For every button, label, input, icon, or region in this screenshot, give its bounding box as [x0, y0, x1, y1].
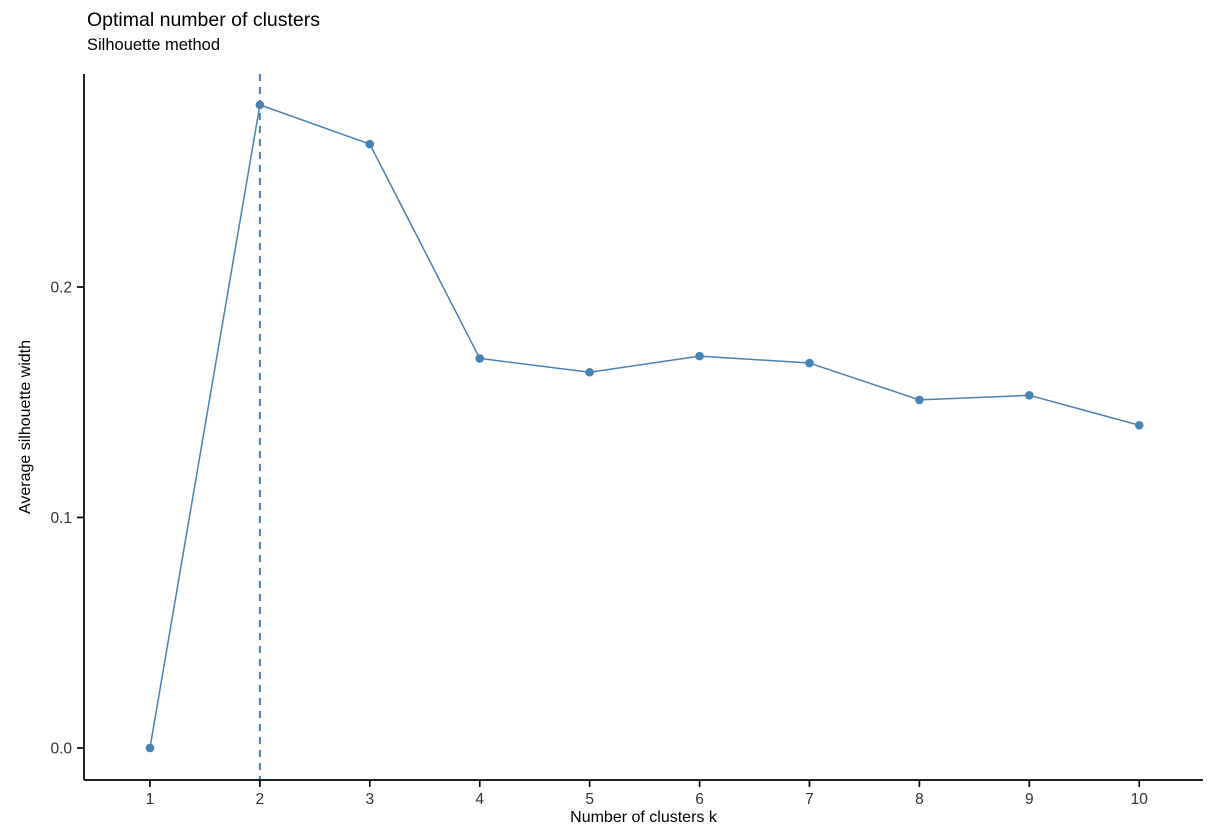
data-point [365, 139, 375, 149]
x-tick-label: 1 [146, 791, 155, 808]
x-tick-label: 7 [805, 791, 814, 808]
x-tick-label: 9 [1025, 791, 1034, 808]
data-point [1134, 420, 1144, 430]
data-point [145, 743, 155, 753]
x-tick-label: 3 [365, 791, 374, 808]
data-point [1025, 391, 1034, 400]
x-tick-label: 10 [1131, 791, 1149, 808]
x-tick-label: 4 [475, 791, 484, 808]
y-tick-label: 0.0 [50, 740, 72, 757]
data-point [805, 358, 814, 368]
x-tick-label: 6 [695, 791, 704, 808]
x-axis-title: Number of clusters k [570, 809, 718, 826]
x-tick-label: 8 [915, 791, 924, 808]
data-point [915, 395, 924, 405]
data-point [255, 100, 265, 110]
x-tick-label: 5 [585, 791, 594, 808]
silhouette-line [149, 104, 1140, 749]
chart-title: Optimal number of clusters [87, 9, 321, 31]
data-point [695, 351, 704, 361]
y-tick-label: 0.2 [50, 279, 72, 296]
data-point [475, 354, 485, 363]
chart-subtitle: Silhouette method [87, 36, 221, 54]
data-point [585, 367, 594, 377]
y-tick-label: 0.1 [50, 510, 72, 527]
x-tick-label: 2 [256, 791, 265, 808]
y-axis-title: Average silhouette width [17, 340, 34, 514]
